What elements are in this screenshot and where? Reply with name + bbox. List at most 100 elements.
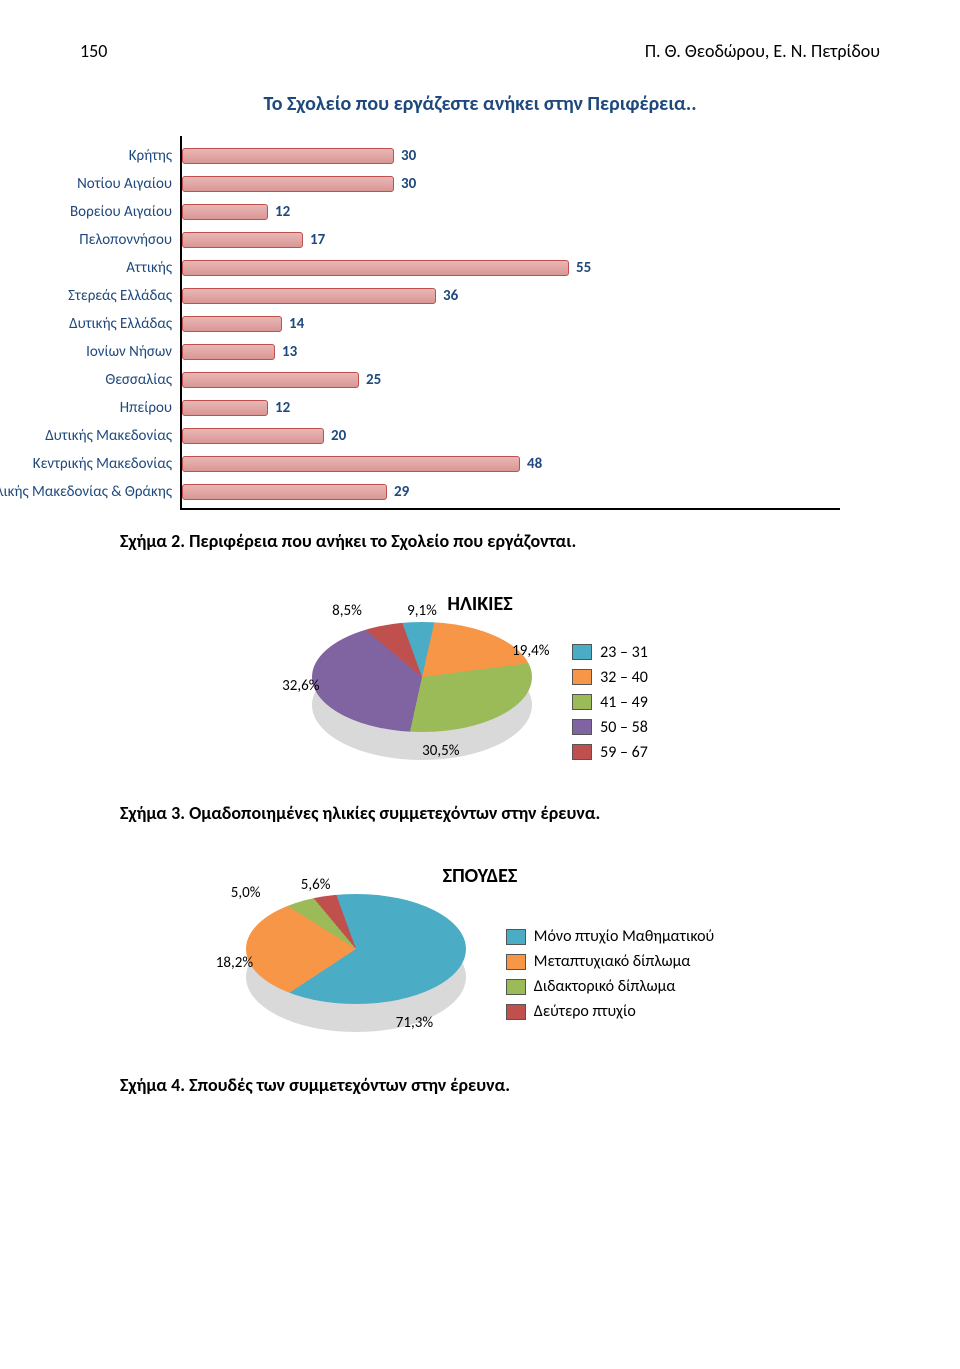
pie-studies-block: ΣΠΟΥΔΕΣ 71,3%18,2%5,0%5,6% Μόνο πτυχίο Μ… bbox=[80, 864, 880, 1054]
pie-ages-caption: Σχήμα 3. Ομαδοποιημένες ηλικίες συμμετεχ… bbox=[120, 802, 880, 824]
pie-slice-label: 8,5% bbox=[332, 602, 362, 620]
bar-label: Πελοποννήσου bbox=[0, 231, 182, 249]
pie-slice-label: 5,0% bbox=[231, 884, 261, 902]
bar-row: Θεσσαλίας25 bbox=[182, 368, 840, 392]
bar-label: Ηπείρου bbox=[0, 399, 182, 417]
bar-value: 29 bbox=[386, 483, 409, 501]
pie-face-inner bbox=[312, 622, 532, 732]
bar-label: Δυτικής Μακεδονίας bbox=[0, 427, 182, 445]
bar-value: 17 bbox=[302, 231, 325, 249]
pie-face bbox=[312, 622, 532, 732]
bar-label: Κεντρικής Μακεδονίας bbox=[0, 455, 182, 473]
legend-label: 59 – 67 bbox=[600, 743, 648, 762]
bar: 13 bbox=[182, 344, 275, 360]
bar-row: Πελοποννήσου17 bbox=[182, 228, 840, 252]
bar-chart-title: Το Σχολείο που εργάζεστε ανήκει στην Περ… bbox=[80, 92, 880, 116]
pie-slice-label: 9,1% bbox=[407, 602, 437, 620]
bar: 30 bbox=[182, 148, 394, 164]
pie-ages-block: ΗΛΙΚΙΕΣ 9,1%19,4%30,5%32,6%8,5% 23 – 31 3… bbox=[80, 592, 880, 782]
legend-item: 23 – 31 bbox=[572, 643, 648, 662]
pie-ages-title: ΗΛΙΚΙΕΣ bbox=[80, 592, 880, 616]
legend-label: Δεύτερο πτυχίο bbox=[534, 1002, 636, 1021]
legend-label: Διδακτορικό δίπλωμα bbox=[534, 977, 676, 996]
pie-face bbox=[246, 894, 466, 1004]
legend-label: 32 – 40 bbox=[600, 668, 648, 687]
bar-label: Ανατολικής Μακεδονίας & Θράκης bbox=[0, 483, 182, 501]
legend-swatch bbox=[572, 669, 592, 685]
bar-value: 30 bbox=[393, 147, 416, 165]
bar-label: Θεσσαλίας bbox=[0, 371, 182, 389]
bar-row: Ιονίων Νήσων13 bbox=[182, 340, 840, 364]
bar-chart: Κρήτης30Νοτίου Αιγαίου30Βορείου Αιγαίου1… bbox=[180, 136, 840, 510]
bar-value: 14 bbox=[281, 315, 304, 333]
legend-label: 41 – 49 bbox=[600, 693, 648, 712]
bar-value: 12 bbox=[267, 399, 290, 417]
bar-label: Κρήτης bbox=[0, 147, 182, 165]
bar: 29 bbox=[182, 484, 387, 500]
bar-value: 48 bbox=[519, 455, 542, 473]
bar-row: Κεντρικής Μακεδονίας48 bbox=[182, 452, 840, 476]
bar-label: Ιονίων Νήσων bbox=[0, 343, 182, 361]
bar: 36 bbox=[182, 288, 436, 304]
legend-swatch bbox=[572, 694, 592, 710]
page-authors: Π. Θ. Θεοδώρου, Ε. Ν. Πετρίδου bbox=[645, 40, 880, 62]
bar-value: 30 bbox=[393, 175, 416, 193]
legend-label: 50 – 58 bbox=[600, 718, 648, 737]
legend-swatch bbox=[506, 954, 526, 970]
pie-slice-label: 5,6% bbox=[301, 876, 331, 894]
legend-item: Μεταπτυχιακό δίπλωμα bbox=[506, 952, 714, 971]
bar: 12 bbox=[182, 204, 268, 220]
legend-item: Διδακτορικό δίπλωμα bbox=[506, 977, 714, 996]
bar: 25 bbox=[182, 372, 359, 388]
bar-label: Δυτικής Ελλάδας bbox=[0, 315, 182, 333]
bar-value: 25 bbox=[358, 371, 381, 389]
bar: 14 bbox=[182, 316, 282, 332]
bar-row: Ηπείρου12 bbox=[182, 396, 840, 420]
legend-swatch bbox=[572, 719, 592, 735]
bar-value: 12 bbox=[267, 203, 290, 221]
page-header: 150 Π. Θ. Θεοδώρου, Ε. Ν. Πετρίδου bbox=[80, 40, 880, 62]
bar-row: Αττικής55 bbox=[182, 256, 840, 280]
bar: 17 bbox=[182, 232, 303, 248]
bar-row: Ανατολικής Μακεδονίας & Θράκης29 bbox=[182, 480, 840, 504]
bar: 55 bbox=[182, 260, 569, 276]
pie-slice-label: 19,4% bbox=[512, 642, 549, 660]
bar-row: Κρήτης30 bbox=[182, 144, 840, 168]
legend-swatch bbox=[572, 644, 592, 660]
bar-value: 20 bbox=[323, 427, 346, 445]
bar-label: Βορείου Αιγαίου bbox=[0, 203, 182, 221]
pie-studies-caption: Σχήμα 4. Σπουδές των συμμετεχόντων στην … bbox=[120, 1074, 880, 1096]
bar: 48 bbox=[182, 456, 520, 472]
bar-chart-caption: Σχήμα 2. Περιφέρεια που ανήκει το Σχολεί… bbox=[120, 530, 880, 552]
pie-studies-title: ΣΠΟΥΔΕΣ bbox=[80, 864, 880, 888]
legend-swatch bbox=[506, 1004, 526, 1020]
bar-value: 55 bbox=[568, 259, 591, 277]
bar-label: Νοτίου Αιγαίου bbox=[0, 175, 182, 193]
bar: 30 bbox=[182, 176, 394, 192]
bar-value: 36 bbox=[435, 287, 458, 305]
pie-slice-label: 32,6% bbox=[282, 677, 319, 695]
legend-label: Μεταπτυχιακό δίπλωμα bbox=[534, 952, 691, 971]
bar-row: Δυτικής Ελλάδας14 bbox=[182, 312, 840, 336]
bar-label: Αττικής bbox=[0, 259, 182, 277]
legend-label: Μόνο πτυχίο Μαθηματικού bbox=[534, 927, 714, 946]
pie-ages: 9,1%19,4%30,5%32,6%8,5% bbox=[312, 622, 532, 782]
pie-slice-label: 18,2% bbox=[216, 954, 253, 972]
legend-swatch bbox=[572, 744, 592, 760]
legend-item: Μόνο πτυχίο Μαθηματικού bbox=[506, 927, 714, 946]
legend-item: 32 – 40 bbox=[572, 668, 648, 687]
bar-row: Στερεάς Ελλάδας36 bbox=[182, 284, 840, 308]
bar: 12 bbox=[182, 400, 268, 416]
bar-row: Βορείου Αιγαίου12 bbox=[182, 200, 840, 224]
legend-item: Δεύτερο πτυχίο bbox=[506, 1002, 714, 1021]
bar-value: 13 bbox=[274, 343, 297, 361]
legend-label: 23 – 31 bbox=[600, 643, 648, 662]
legend-item: 41 – 49 bbox=[572, 693, 648, 712]
bar-label: Στερεάς Ελλάδας bbox=[0, 287, 182, 305]
legend-item: 50 – 58 bbox=[572, 718, 648, 737]
legend-item: 59 – 67 bbox=[572, 743, 648, 762]
pie-studies: 71,3%18,2%5,0%5,6% bbox=[246, 894, 466, 1054]
pie-studies-legend: Μόνο πτυχίο Μαθηματικού Μεταπτυχιακό δίπλ… bbox=[506, 927, 714, 1021]
legend-swatch bbox=[506, 929, 526, 945]
pie-face-inner bbox=[246, 894, 466, 1004]
